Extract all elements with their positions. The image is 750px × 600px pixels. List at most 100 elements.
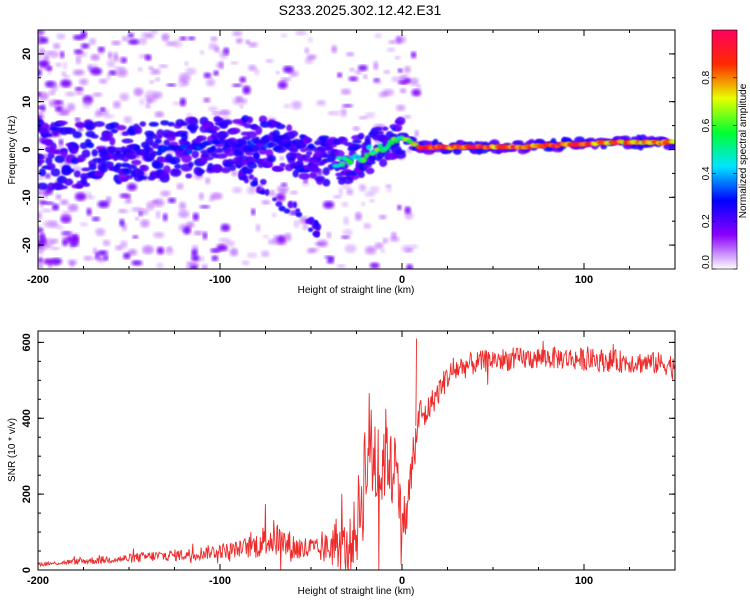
spectrogram-blob <box>70 143 80 151</box>
spectrogram-blob <box>127 38 140 45</box>
spectrogram-blob <box>379 158 388 167</box>
spectrogram-blob <box>275 193 286 202</box>
spectrogram-blob <box>113 52 119 61</box>
spectrogram-blob <box>206 78 216 87</box>
spectrogram-blob <box>205 177 211 184</box>
spectrogram-blob <box>306 248 317 254</box>
spectrogram-blob <box>211 255 219 262</box>
spectrogram-blob <box>331 45 338 54</box>
spectrogram-blob <box>372 80 383 85</box>
spectrogram-blob <box>210 36 218 42</box>
spectrogram-blob <box>122 168 133 175</box>
spectrogram-blob <box>209 126 221 131</box>
spectrogram-blob <box>354 211 362 221</box>
spectrogram-blob <box>226 240 235 247</box>
spectrogram-blob <box>267 239 277 245</box>
spectrogram-blob <box>202 97 211 103</box>
spectrogram-blob <box>187 117 199 127</box>
spectrogram-blob <box>38 168 47 177</box>
spectrogram-blob <box>111 40 122 46</box>
spectrogram-blob <box>191 150 200 159</box>
spectrogram-blob <box>363 74 368 79</box>
colorbar-gradient <box>711 29 738 270</box>
spectrogram-blob <box>170 156 181 165</box>
spectrogram-blob <box>127 248 138 256</box>
spectrogram-blob <box>151 200 159 204</box>
spectrogram-blob <box>395 149 406 155</box>
spectrogram-blob <box>215 153 228 159</box>
spectrogram-blob <box>328 256 334 261</box>
spectrogram-blob <box>247 156 257 165</box>
spectrogram-blob <box>279 156 285 161</box>
spectrogram-blob <box>295 211 303 218</box>
spectrogram-blob <box>59 199 69 205</box>
spectrogram-blob <box>373 61 379 71</box>
spectrogram-blob <box>121 138 134 144</box>
spectrogram-blob <box>349 67 355 72</box>
spectrogram-blob <box>336 264 346 268</box>
spectrogram-blob <box>40 132 53 138</box>
spectrogram-blob <box>382 126 389 131</box>
spectrogram-blob <box>452 147 462 155</box>
spectrogram-blob <box>239 104 244 109</box>
spectrogram-blob <box>86 207 92 216</box>
spectrogram-blob <box>289 190 298 195</box>
spectrogram-blob <box>386 47 396 53</box>
spectrogram-blob <box>73 49 84 55</box>
spectrogram-blob <box>231 170 238 177</box>
spectrogram-blob <box>209 196 215 202</box>
spectrogram-blob <box>92 247 97 255</box>
spectrogram-blob <box>82 99 92 109</box>
spectrogram-blob <box>117 154 125 161</box>
spectrogram-blob <box>110 148 116 153</box>
spectrogram-blob <box>38 264 44 269</box>
spectrogram-blob <box>179 121 190 126</box>
spectrogram-blob <box>61 71 67 76</box>
spectrogram-blob <box>97 250 108 256</box>
spectrogram-blob <box>352 139 362 144</box>
spectrogram-blob <box>275 71 280 75</box>
spectrogram-blob <box>354 70 362 75</box>
spectrogram-blob <box>38 176 45 181</box>
spectrogram-blob <box>38 111 45 118</box>
spectrogram-blob <box>357 132 365 140</box>
spectrogram-blob <box>357 171 365 179</box>
spectrogram-image <box>38 30 675 269</box>
spectrogram-blob <box>219 49 229 59</box>
spectrogram-blob <box>38 227 44 233</box>
spectrogram-blob <box>199 256 205 262</box>
spectrogram-blob <box>333 195 342 199</box>
spectrogram-blob <box>38 189 49 196</box>
snr-ytick-label: 400 <box>21 409 33 427</box>
spectrogram-blob <box>52 43 61 50</box>
spectrogram-blob <box>274 240 287 246</box>
spectrogram-blob <box>203 156 214 161</box>
spectrogram-blob <box>187 36 196 41</box>
spectrogram-blob <box>185 149 193 154</box>
spectrogram-blob <box>90 67 102 76</box>
spectrogram-blob <box>178 73 191 83</box>
snr-panel: -200 -100 0 100 0 200 400 600 Height of straigh… <box>7 330 676 597</box>
spectrogram-blob <box>211 145 217 151</box>
spectrogram-ytick-label: 20 <box>21 48 33 60</box>
spectrogram-blob <box>179 36 187 41</box>
spectrogram-blob <box>307 36 313 43</box>
spectrogram-blob <box>232 119 242 124</box>
spectrogram-blob <box>179 97 186 107</box>
spectrogram-blob <box>244 151 255 156</box>
spectrogram-blob <box>79 78 89 85</box>
spectrogram-blob <box>102 239 111 247</box>
spectrogram-blob <box>80 222 89 227</box>
spectrogram-blob <box>382 237 389 244</box>
spectrogram-blob <box>154 111 164 118</box>
spectrogram-blob <box>600 143 608 150</box>
spectrogram-blob <box>97 46 105 53</box>
spectrogram-blob <box>43 220 50 228</box>
spectrogram-blob <box>113 65 126 71</box>
spectrogram-blob <box>342 228 353 237</box>
spectrogram-blob <box>141 164 149 172</box>
spectrogram-blob <box>167 197 177 204</box>
spectrogram-blob <box>262 234 269 239</box>
spectrogram-blob <box>51 203 60 211</box>
